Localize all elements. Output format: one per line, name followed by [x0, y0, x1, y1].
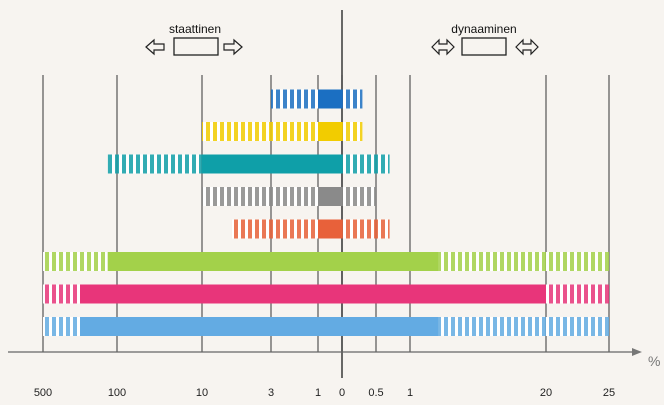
bar-solid-segment	[318, 219, 342, 239]
x-tick-label: 100	[108, 387, 126, 399]
legend-box-icon	[173, 37, 219, 56]
bar-row	[43, 284, 609, 304]
bar-hatch-overlay	[342, 122, 363, 141]
bar-row	[271, 89, 363, 109]
bar-row	[43, 252, 609, 271]
bar-solid-segment	[342, 284, 546, 304]
bar-hatch-overlay	[43, 284, 80, 304]
x-tick-label: 20	[540, 387, 552, 399]
legend-label-static: staattinen	[169, 22, 221, 36]
bar-solid-segment	[107, 252, 342, 271]
bar-hatch-overlay	[231, 219, 318, 239]
bar-solid-segment	[202, 154, 342, 174]
bar-solid-segment	[342, 252, 439, 271]
bar-hatch-overlay	[342, 187, 376, 206]
bar-hatch-overlay	[202, 122, 318, 141]
arrow-both-icon	[431, 38, 455, 56]
x-tick-label: 0.5	[368, 387, 383, 399]
bar-solid-segment	[318, 122, 342, 141]
x-tick-label: 500	[34, 387, 52, 399]
bar-hatch-overlay	[438, 317, 609, 336]
bar-hatch-overlay	[342, 89, 363, 109]
bar-hatch-overlay	[342, 219, 390, 239]
bar-solid-segment	[80, 317, 342, 336]
arrow-left-icon	[145, 38, 165, 56]
bars	[43, 89, 609, 336]
x-unit-label: %	[648, 353, 660, 369]
bar-row	[43, 317, 609, 336]
gridlines	[42, 10, 610, 378]
x-tick-label: 3	[268, 387, 274, 399]
x-tick-label: 1	[315, 387, 321, 399]
bar-hatch-overlay	[438, 252, 609, 271]
legend-box-icon	[461, 37, 507, 56]
bar-hatch-overlay	[546, 284, 609, 304]
bar-row	[202, 122, 363, 141]
x-tick-label: 0	[339, 387, 345, 399]
arrow-both-icon	[515, 38, 539, 56]
bar-hatch-overlay	[43, 317, 80, 336]
bar-hatch-overlay	[107, 154, 202, 174]
legend-label-dynamic: dynaaminen	[451, 22, 516, 36]
bar-solid-segment	[318, 187, 342, 206]
bar-hatch-overlay	[202, 187, 318, 206]
bar-solid-segment	[80, 284, 342, 304]
x-tick-label: 25	[603, 387, 615, 399]
bar-row	[231, 219, 390, 239]
bar-solid-segment	[342, 317, 439, 336]
x-tick-label: 1	[407, 387, 413, 399]
x-tick-label: 10	[196, 387, 208, 399]
bar-hatch-overlay	[43, 252, 108, 271]
bar-row	[107, 154, 390, 174]
bar-row	[202, 187, 376, 206]
x-axis: %500 100 10 3 1 0 0.5 1 20 25	[8, 348, 660, 399]
bar-hatch-overlay	[271, 89, 318, 109]
legend: staattinen dynaaminen	[145, 22, 539, 56]
arrow-right-icon	[223, 38, 243, 56]
bar-solid-segment	[318, 89, 342, 109]
bar-hatch-overlay	[342, 154, 390, 174]
axis-arrow-icon	[632, 348, 642, 356]
